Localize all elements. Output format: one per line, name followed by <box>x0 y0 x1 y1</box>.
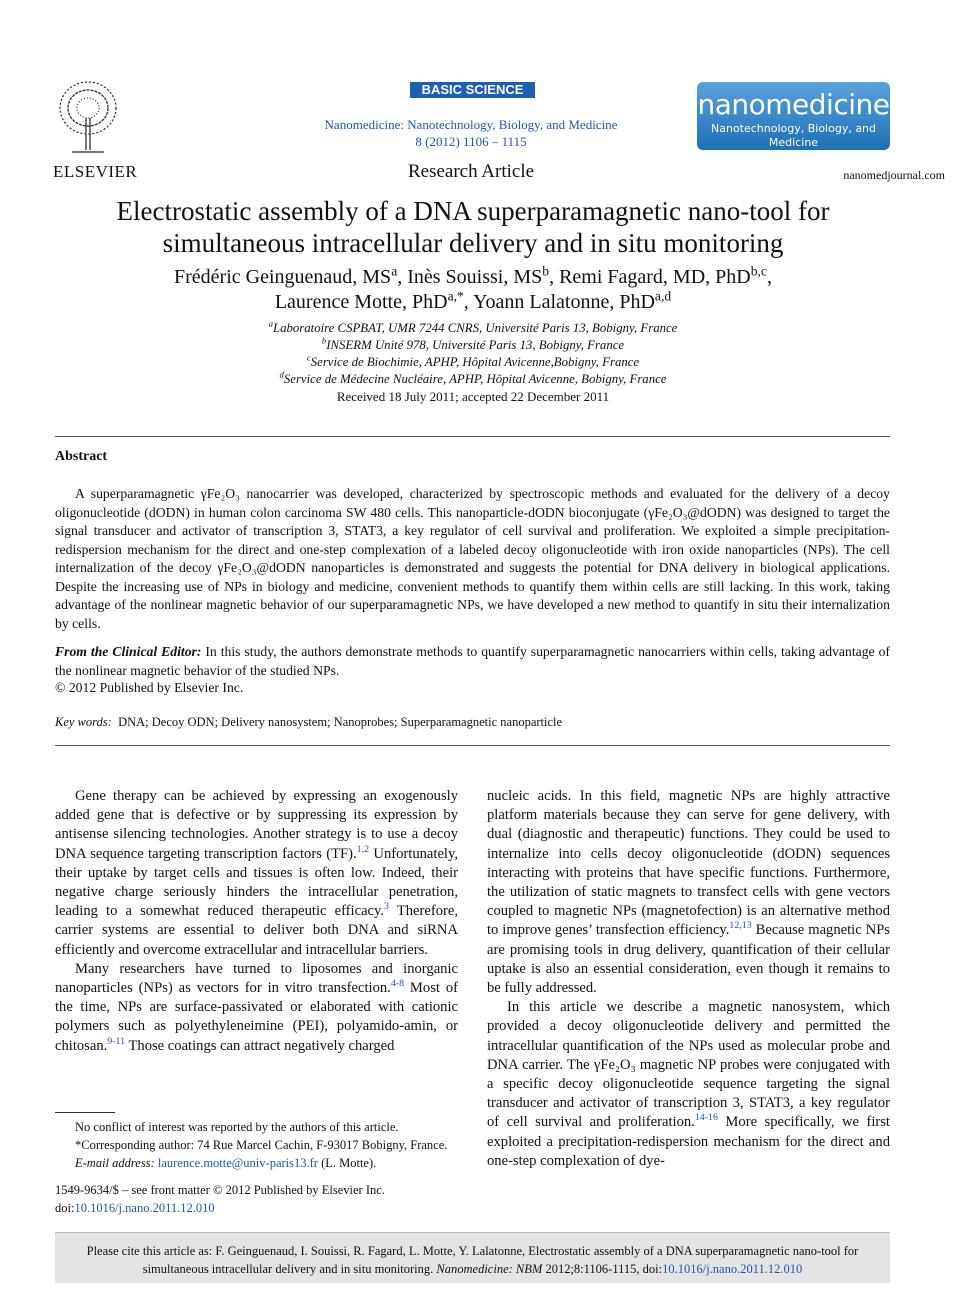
author-affiliation-mark: a,d <box>654 288 672 304</box>
author-affiliation-mark: a,* <box>447 288 464 304</box>
abstract-text: A superparamagnetic γFe₂O₃ nanocarrier w… <box>55 486 890 631</box>
email-note: E-mail address: laurence.motte@univ-pari… <box>55 1154 465 1172</box>
citation-ref[interactable]: 14-16 <box>694 1112 718 1124</box>
journal-citation[interactable]: 8 (2012) 1106 – 1115 <box>415 134 527 149</box>
keywords-text: DNA; Decoy ODN; Delivery nanosystem; Nan… <box>118 715 563 729</box>
affiliation-text: Service de Biochimie, APHP, Hôpital Avic… <box>310 355 640 369</box>
copyright: © 2012 Published by Elsevier Inc. <box>55 680 244 695</box>
journal-logo: nanomedicine Nanotechnology, Biology, an… <box>697 82 890 150</box>
paragraph-text: Many researchers have turned to liposome… <box>55 960 458 997</box>
citation-ref[interactable]: 12,13 <box>729 920 752 932</box>
publisher-name: ELSEVIER <box>53 162 138 181</box>
journal-site[interactable]: nanomedjournal.com <box>843 168 945 182</box>
body-column-left: Gene therapy can be achieved by expressi… <box>55 787 458 1056</box>
affiliation-mark: a <box>268 318 273 329</box>
article-type: Research Article <box>407 161 535 182</box>
cite-details: 2012;8:1106-1115, doi: <box>542 1262 663 1276</box>
logo-title: nanomedicine <box>697 88 890 121</box>
editor-text: In this study, the authors demonstrate m… <box>55 644 890 678</box>
editor-label: From the Clinical Editor: <box>55 644 202 659</box>
affiliation: aLaboratoire CSPBAT, UMR 7244 CNRS, Univ… <box>173 318 773 337</box>
paragraph: Gene therapy can be achieved by expressi… <box>55 787 458 960</box>
author-name: Remi Fagard, MD, PhD <box>559 266 751 288</box>
author-affiliation-mark: b <box>542 263 550 279</box>
publisher-logo <box>59 81 117 153</box>
citation-ref[interactable]: 1,2 <box>356 843 370 855</box>
email-after: (L. Motte). <box>317 1156 377 1170</box>
author-affiliation-mark: b,c <box>750 263 767 279</box>
paragraph: Many researchers have turned to liposome… <box>55 960 458 1056</box>
email-link[interactable]: laurence.motte@univ-paris13.fr <box>157 1156 318 1170</box>
affiliations: aLaboratoire CSPBAT, UMR 7244 CNRS, Univ… <box>173 318 773 388</box>
paragraph-text: Because magnetic NPs are promising tools… <box>487 922 890 997</box>
cite-body: Please cite this article as: F. Geinguen… <box>86 1244 859 1276</box>
keywords: Key words: DNA; Decoy ODN; Delivery nano… <box>55 715 562 730</box>
conflict-note: No conflict of interest was reported by … <box>75 1120 399 1134</box>
author-affiliation-mark: a <box>391 263 398 279</box>
cite-box: Please cite this article as: F. Geinguen… <box>55 1232 890 1283</box>
affiliation-mark: c <box>306 352 311 363</box>
cite-text: Please cite this article as: F. Geinguen… <box>55 1233 890 1278</box>
front-matter-text: 1549-9634/$ – see front matter © 2012 Pu… <box>55 1183 385 1197</box>
author-line: Laurence Motte, PhDa,*, Yoann Lalatonne,… <box>73 288 873 315</box>
authors: Frédéric Geinguenaud, MSa, Inès Souissi,… <box>73 263 873 315</box>
paragraph-text: Therefore, carrier systems are essential… <box>55 903 458 958</box>
cite-journal: Nanomedicine: NBM <box>436 1262 543 1276</box>
affiliation: bINSERM Unité 978, Université Paris 13, … <box>173 335 773 354</box>
footnotes: No conflict of interest was reported by … <box>55 1118 465 1172</box>
paragraph-text: Gene therapy can be achieved by expressi… <box>55 788 458 862</box>
paragraph: nucleic acids. In this field, magnetic N… <box>487 787 890 998</box>
affiliation: dService de Médecine Nucléaire, APHP, Hô… <box>173 369 773 388</box>
paragraph-text: More specifically, we first exploited a … <box>487 1114 890 1169</box>
keywords-label: Key words: <box>55 715 112 729</box>
doi-label: doi: <box>55 1201 75 1215</box>
affiliation-mark: d <box>279 369 284 380</box>
doi-line: doi:10.1016/j.nano.2011.12.010 <box>55 1199 385 1217</box>
corresponding-note: *Corresponding author: 74 Rue Marcel Cac… <box>75 1138 448 1152</box>
paragraph-text: In this article we describe a magnetic n… <box>487 999 890 1131</box>
citation-ref[interactable]: 9-11 <box>107 1035 126 1047</box>
affiliation-text: INSERM Unité 978, Université Paris 13, B… <box>326 338 625 352</box>
body-column-right: nucleic acids. In this field, magnetic N… <box>487 787 890 1171</box>
paragraph: In this article we describe a magnetic n… <box>487 998 890 1171</box>
citation-ref[interactable]: 3 <box>384 901 389 913</box>
author-line: Frédéric Geinguenaud, MSa, Inès Souissi,… <box>73 263 873 290</box>
paragraph-text: Unfortunately, their uptake by target ce… <box>55 845 458 920</box>
paragraph-text: nucleic acids. In this field, magnetic N… <box>487 788 890 939</box>
affiliation-mark: b <box>321 335 327 346</box>
author-name: Frédéric Geinguenaud, MS <box>174 266 392 288</box>
front-matter: 1549-9634/$ – see front matter © 2012 Pu… <box>55 1181 385 1217</box>
paragraph-text: Most of the time, NPs are surface-passiv… <box>55 980 458 1054</box>
doi-link[interactable]: 10.1016/j.nano.2011.12.010 <box>74 1201 215 1215</box>
affiliation-text: Laboratoire CSPBAT, UMR 7244 CNRS, Unive… <box>272 321 678 335</box>
author-name: Laurence Motte, PhD <box>274 291 448 313</box>
author-separator: , <box>766 266 772 288</box>
article-title: Electrostatic assembly of a DNA superpar… <box>116 196 830 258</box>
paragraph-text: Those coatings can attract negatively ch… <box>125 1037 395 1054</box>
editor-note: From the Clinical Editor: In this study,… <box>55 643 890 680</box>
logo-subtitle: Nanotechnology, Biology, and Medicine <box>710 122 877 149</box>
received-dates: Received 18 July 2011; accepted 22 Decem… <box>336 389 610 404</box>
email-label: E-mail address: <box>75 1156 155 1170</box>
abstract-heading: Abstract <box>55 449 108 464</box>
cite-doi[interactable]: 10.1016/j.nano.2011.12.010 <box>662 1262 803 1276</box>
author-separator: , <box>549 266 560 288</box>
citation-ref[interactable]: 4-8 <box>390 978 405 990</box>
section-badge: BASIC SCIENCE <box>410 82 535 98</box>
author-separator: , <box>397 266 408 288</box>
author-separator: , <box>463 291 474 313</box>
author-name: Yoann Lalatonne, PhD <box>473 291 655 313</box>
affiliation: cService de Biochimie, APHP, Hôpital Avi… <box>173 352 773 371</box>
affiliation-text: Service de Médecine Nucléaire, APHP, Hôp… <box>283 372 667 386</box>
author-name: Inès Souissi, MS <box>407 266 543 288</box>
journal-name[interactable]: Nanomedicine: Nanotechnology, Biology, a… <box>324 117 618 132</box>
